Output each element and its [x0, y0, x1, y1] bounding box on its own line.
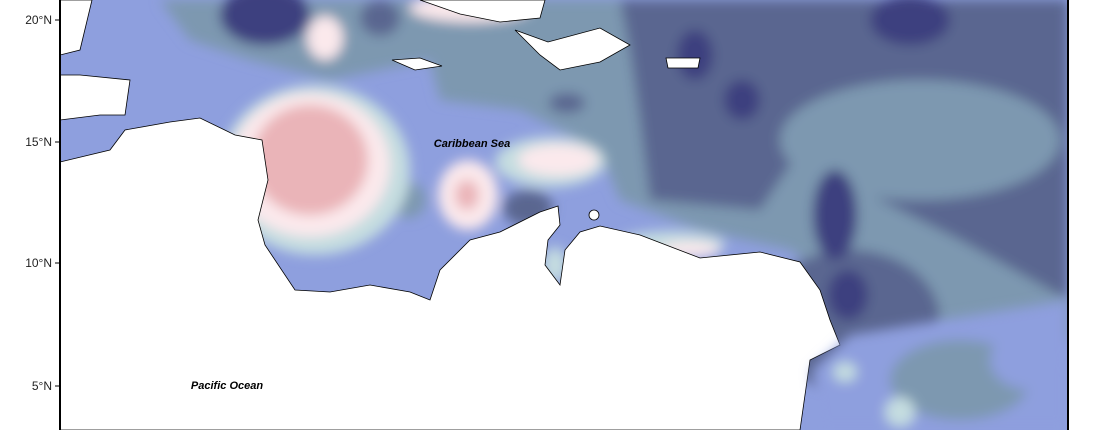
y-tick-label: 10°N	[25, 256, 52, 270]
island	[419, 0, 546, 23]
y-tick-label: 5°N	[32, 379, 52, 393]
sea-label: Caribbean Sea	[434, 138, 510, 150]
island	[665, 57, 701, 69]
y-axis: 20°N 15°N 10°N 5°N	[25, 13, 60, 393]
land	[60, 0, 93, 56]
y-tick-label: 20°N	[25, 13, 52, 27]
island	[514, 27, 631, 71]
land	[60, 74, 131, 121]
land-contours	[812, 300, 1068, 430]
land	[60, 117, 841, 430]
y-tick-label: 15°N	[25, 135, 52, 149]
island	[391, 57, 443, 71]
ocean-label: Pacific Ocean	[191, 380, 263, 392]
contours	[160, 0, 1068, 390]
map-area: Caribbean Sea Pacific Ocean	[60, 0, 1068, 430]
island	[588, 209, 600, 221]
